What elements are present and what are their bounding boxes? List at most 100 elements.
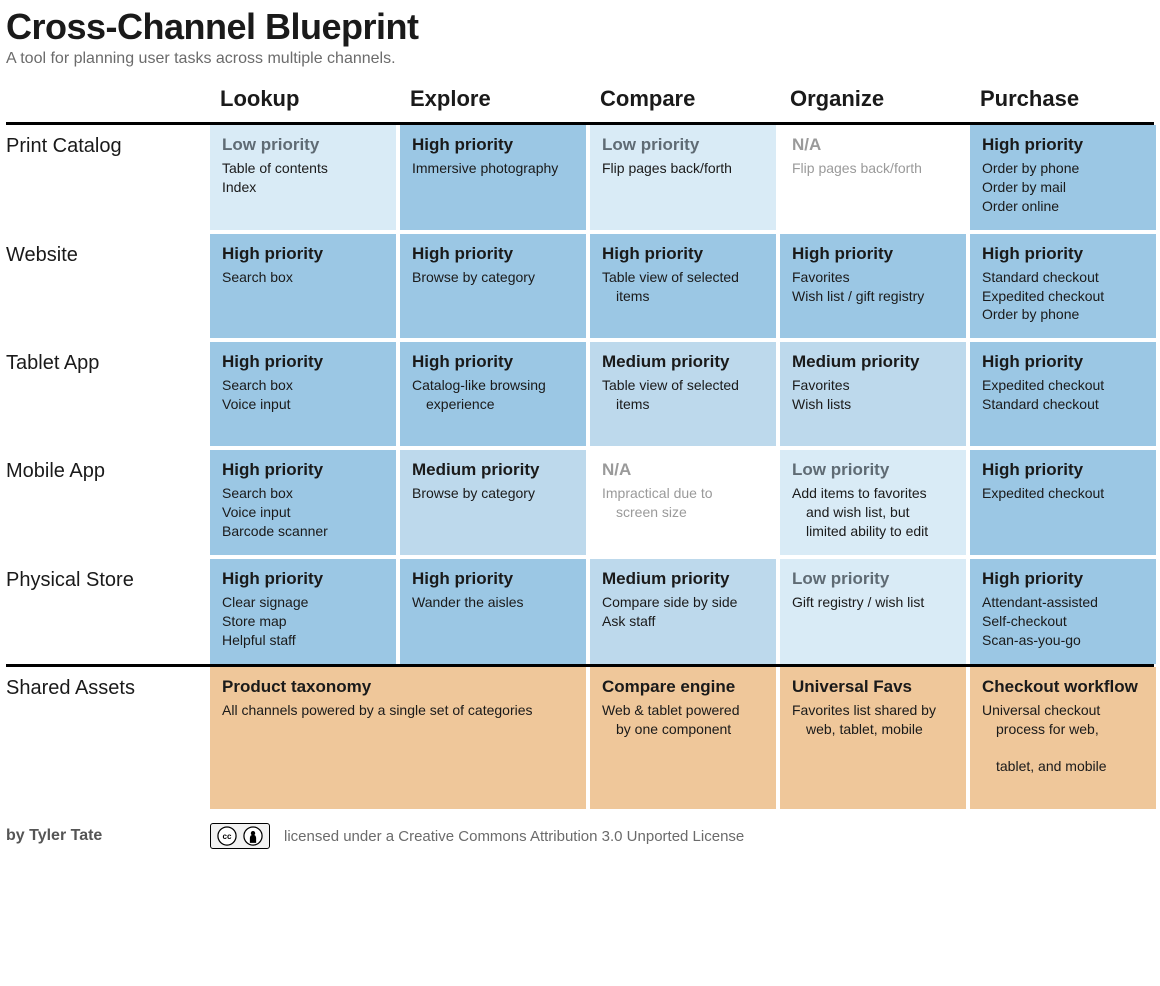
cell-body: FavoritesWish list / gift registry [792, 268, 956, 306]
priority-label: High priority [412, 352, 576, 372]
cell-body: Compare side by sideAsk staff [602, 593, 766, 631]
priority-label: High priority [412, 135, 576, 155]
cell-body: Order by phoneOrder by mailOrder online [982, 159, 1146, 216]
license: cc licensed under a Creative Commons Att… [210, 823, 1154, 849]
asset-body: All channels powered by a single set of … [222, 701, 576, 720]
cell-body: Impractical due toscreen size [602, 484, 766, 522]
cell-body: Flip pages back/forth [792, 159, 956, 178]
row-label: Print Catalog [6, 125, 206, 230]
priority-label: High priority [982, 244, 1146, 264]
priority-label: N/A [602, 460, 766, 480]
row-label: Mobile App [6, 450, 206, 555]
priority-label: Medium priority [792, 352, 956, 372]
cell-body: Search boxVoice input [222, 376, 386, 414]
priority-label: Low priority [602, 135, 766, 155]
cell-body: Catalog-like browsingexperience [412, 376, 576, 414]
byline: by Tyler Tate [6, 827, 206, 845]
matrix-cell: High priority Expedited checkoutStandard … [970, 342, 1156, 446]
cell-body: Table view of selecteditems [602, 268, 766, 306]
matrix-cell: High priority Order by phoneOrder by mail… [970, 125, 1156, 230]
shared-asset-cell: Compare engine Web & tablet poweredby one… [590, 667, 776, 809]
matrix-cell: High priority Immersive photography [400, 125, 586, 230]
column-header: Compare [590, 86, 776, 122]
column-header-row: Lookup Explore Compare Organize Purchase [6, 86, 1154, 122]
matrix-cell: Medium priority Compare side by sideAsk s… [590, 559, 776, 664]
license-text: licensed under a Creative Commons Attrib… [284, 828, 744, 845]
cell-body: Clear signageStore mapHelpful staff [222, 593, 386, 650]
cell-body: Standard checkoutExpedited checkoutOrder… [982, 268, 1146, 325]
asset-body: Web & tablet poweredby one component [602, 701, 766, 758]
priority-label: High priority [412, 244, 576, 264]
priority-label: High priority [982, 460, 1146, 480]
cell-body: Search boxVoice inputBarcode scanner [222, 484, 386, 541]
matrix-cell: High prioritySearch box [210, 234, 396, 339]
asset-title: Checkout workflow [982, 677, 1146, 697]
matrix-cell: Low priority Table of contentsIndex [210, 125, 396, 230]
cell-body: Expedited checkoutStandard checkout [982, 376, 1146, 414]
column-header: Explore [400, 86, 586, 122]
matrix-cell: High priority Clear signageStore mapHelpf… [210, 559, 396, 664]
cell-body: Gift registry / wish list [792, 593, 956, 612]
matrix-cell: High priority Catalog-like browsingexperi… [400, 342, 586, 446]
priority-label: Low priority [792, 460, 956, 480]
shared-asset-cell: Universal Favs Favorites list shared bywe… [780, 667, 966, 809]
matrix-cell: Low priority Flip pages back/forth [590, 125, 776, 230]
matrix-cell: High priority Browse by category [400, 234, 586, 339]
cc-badge-icon: cc [210, 823, 270, 849]
cell-body: Add items to favoritesand wish list, but… [792, 484, 956, 541]
priority-label: High priority [222, 460, 386, 480]
matrix-cell: Low priority Gift registry / wish list [780, 559, 966, 664]
matrix-cell: Medium priority Table view of selectedite… [590, 342, 776, 446]
priority-label: High priority [982, 569, 1146, 589]
cell-body: Table of contentsIndex [222, 159, 386, 197]
priority-label: High priority [222, 352, 386, 372]
cell-body: Flip pages back/forth [602, 159, 766, 178]
priority-label: High priority [222, 569, 386, 589]
matrix-cell: Medium priority FavoritesWish lists [780, 342, 966, 446]
matrix-cell: High priority Wander the aisles [400, 559, 586, 664]
priority-label: High priority [602, 244, 766, 264]
cell-body: Table view of selecteditems [602, 376, 766, 414]
matrix-cell: N/A Impractical due toscreen size [590, 450, 776, 555]
matrix-cell: High priority Standard checkoutExpedited … [970, 234, 1156, 339]
priority-label: High priority [982, 135, 1146, 155]
priority-label: High priority [792, 244, 956, 264]
column-header: Organize [780, 86, 966, 122]
cell-body: Immersive photography [412, 159, 576, 178]
priority-label: Medium priority [602, 569, 766, 589]
matrix-cell: High priority Search boxVoice input [210, 342, 396, 446]
column-header: Lookup [210, 86, 396, 122]
priority-label: High priority [982, 352, 1146, 372]
matrix-cell: Medium priorityBrowse by category [400, 450, 586, 555]
row-label: Shared Assets [6, 667, 206, 809]
asset-title: Compare engine [602, 677, 766, 697]
matrix-cell: High priority FavoritesWish list / gift r… [780, 234, 966, 339]
svg-text:cc: cc [222, 832, 232, 841]
asset-body: Favorites list shared byweb, tablet, mob… [792, 701, 956, 758]
row-label: Tablet App [6, 342, 206, 446]
shared-asset-cell: Product taxonomyAll channels powered by … [210, 667, 586, 809]
page-subtitle: A tool for planning user tasks across mu… [6, 50, 1154, 68]
page-title: Cross-Channel Blueprint [6, 6, 1154, 48]
shared-asset-cell: Checkout workflow Universal checkoutproce… [970, 667, 1156, 809]
row-label: Website [6, 234, 206, 339]
priority-label: Low priority [222, 135, 386, 155]
matrix-cell: High priority Table view of selecteditems [590, 234, 776, 339]
matrix-cell: N/A Flip pages back/forth [780, 125, 966, 230]
priority-label: Low priority [792, 569, 956, 589]
cell-body: Browse by category [412, 268, 576, 287]
matrix-cell: High priority Search boxVoice inputBarcod… [210, 450, 396, 555]
matrix-cell: High priorityAttendant-assistedSelf-chec… [970, 559, 1156, 664]
asset-body: Universal checkoutprocess for web,tablet… [982, 701, 1146, 795]
blueprint-grid: Print Catalog Low priority Table of conten… [6, 122, 1154, 664]
cell-body: Wander the aisles [412, 593, 576, 612]
asset-title: Universal Favs [792, 677, 956, 697]
column-header: Purchase [970, 86, 1156, 122]
cell-body: FavoritesWish lists [792, 376, 956, 414]
priority-label: Medium priority [602, 352, 766, 372]
row-label: Physical Store [6, 559, 206, 664]
priority-label: High priority [412, 569, 576, 589]
priority-label: N/A [792, 135, 956, 155]
priority-label: Medium priority [412, 460, 576, 480]
matrix-cell: Low priority Add items to favoritesand wi… [780, 450, 966, 555]
